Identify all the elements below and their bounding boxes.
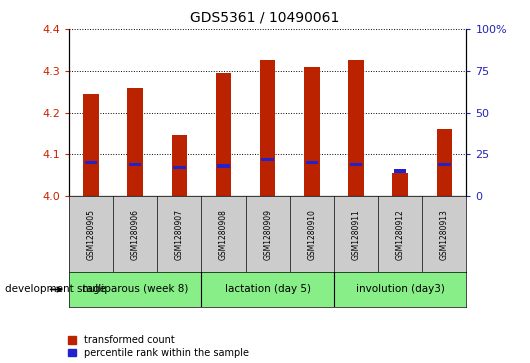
Bar	[306, 161, 318, 164]
Bar	[348, 60, 364, 196]
Bar	[127, 88, 143, 196]
Text: GSM1280910: GSM1280910	[307, 209, 316, 260]
Text: nulliparous (week 8): nulliparous (week 8)	[82, 285, 188, 294]
Text: GSM1280906: GSM1280906	[131, 209, 139, 260]
Bar	[392, 173, 408, 196]
Bar	[217, 164, 229, 168]
Bar	[437, 129, 452, 196]
Text: development stage: development stage	[5, 285, 107, 294]
Text: GDS5361 / 10490061: GDS5361 / 10490061	[190, 11, 340, 25]
Bar	[85, 161, 97, 164]
Text: GSM1280913: GSM1280913	[440, 209, 449, 260]
Text: GSM1280911: GSM1280911	[351, 209, 360, 260]
Text: GSM1280909: GSM1280909	[263, 209, 272, 260]
Bar	[173, 166, 185, 169]
Bar	[394, 169, 407, 173]
Text: GSM1280912: GSM1280912	[396, 209, 404, 260]
Text: involution (day3): involution (day3)	[356, 285, 445, 294]
Bar	[438, 163, 450, 166]
Bar	[260, 60, 276, 196]
Text: lactation (day 5): lactation (day 5)	[225, 285, 311, 294]
Legend: transformed count, percentile rank within the sample: transformed count, percentile rank withi…	[68, 335, 249, 358]
Bar	[83, 94, 99, 196]
Bar	[350, 163, 362, 166]
Text: GSM1280907: GSM1280907	[175, 209, 184, 260]
Bar	[304, 67, 320, 196]
Bar	[129, 163, 142, 166]
Text: GSM1280908: GSM1280908	[219, 209, 228, 260]
Bar	[216, 73, 231, 196]
Text: GSM1280905: GSM1280905	[86, 209, 95, 260]
Bar	[172, 135, 187, 196]
Bar	[261, 158, 274, 161]
